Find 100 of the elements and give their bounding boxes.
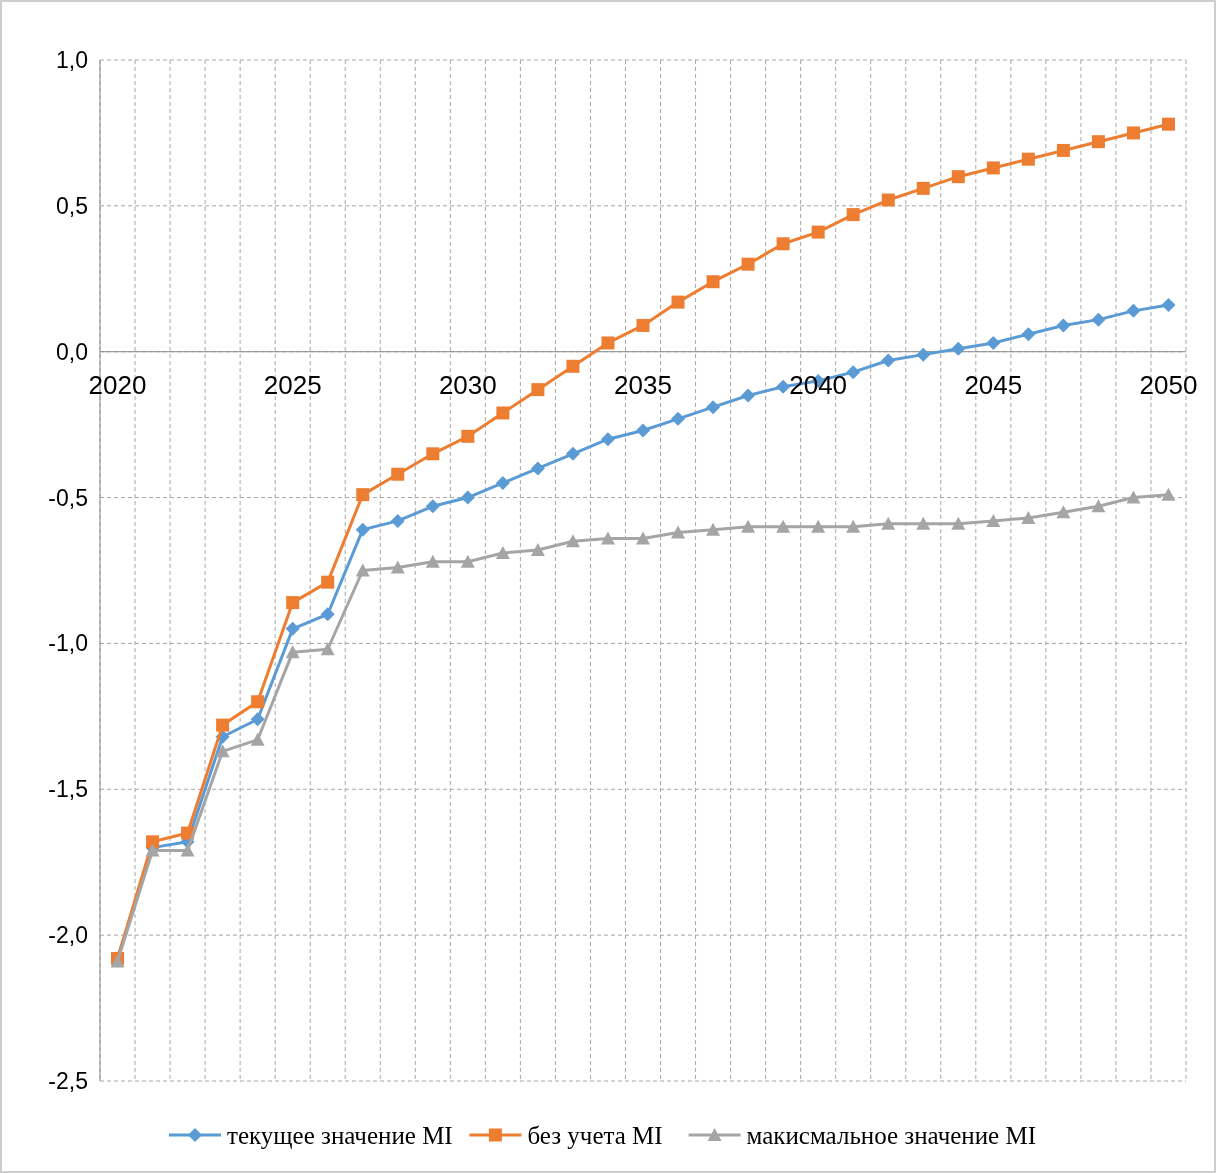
point xyxy=(496,406,510,420)
point xyxy=(216,718,230,732)
point xyxy=(916,347,931,362)
point xyxy=(180,843,195,857)
point xyxy=(1056,143,1070,157)
point xyxy=(530,543,545,557)
point xyxy=(320,642,335,656)
x-tick-label: 2025 xyxy=(263,369,322,400)
y-tick-label: 1,0 xyxy=(56,47,88,73)
y-tick-label: -0,5 xyxy=(48,484,88,511)
point xyxy=(531,383,545,397)
point xyxy=(776,379,791,394)
point xyxy=(776,519,791,533)
point xyxy=(741,519,756,533)
point xyxy=(1091,312,1106,327)
point xyxy=(1126,303,1141,318)
point xyxy=(881,353,896,368)
point xyxy=(986,513,1001,527)
x-tick-label: 2020 xyxy=(88,369,147,400)
point xyxy=(601,336,615,350)
point xyxy=(636,318,650,332)
point xyxy=(426,447,440,461)
point xyxy=(321,575,335,589)
point xyxy=(741,257,755,271)
point xyxy=(461,429,475,443)
point xyxy=(600,531,615,545)
y-tick-label: -1,0 xyxy=(48,630,88,657)
point xyxy=(390,560,405,574)
point xyxy=(250,712,265,727)
point xyxy=(1021,327,1036,342)
point xyxy=(565,534,580,548)
point xyxy=(286,596,300,610)
point xyxy=(846,365,861,380)
point xyxy=(951,170,965,184)
point xyxy=(355,522,370,537)
point xyxy=(1091,499,1106,513)
point xyxy=(425,499,440,514)
point xyxy=(811,225,825,239)
point xyxy=(600,432,615,447)
point xyxy=(215,744,230,758)
point xyxy=(636,531,650,545)
point xyxy=(1161,298,1176,313)
point xyxy=(671,525,686,539)
point xyxy=(355,563,370,577)
point xyxy=(636,423,650,438)
x-tick-label: 2035 xyxy=(614,369,672,400)
point xyxy=(881,193,895,207)
point xyxy=(951,341,966,356)
point xyxy=(530,461,545,476)
point xyxy=(390,513,405,528)
point xyxy=(285,645,300,659)
y-tick-label: -2,0 xyxy=(48,922,88,949)
point xyxy=(741,388,756,403)
point xyxy=(916,181,930,195)
point xyxy=(1161,117,1175,131)
point xyxy=(706,275,720,289)
point xyxy=(1021,510,1036,524)
point xyxy=(986,335,1001,350)
point xyxy=(1056,505,1071,519)
point xyxy=(320,607,335,622)
legend-label: макисмальное значение MI xyxy=(746,1121,1037,1149)
point xyxy=(285,621,300,636)
point xyxy=(495,546,510,559)
point xyxy=(1161,487,1176,501)
point xyxy=(846,519,861,533)
point xyxy=(811,519,826,533)
point xyxy=(776,237,790,251)
point xyxy=(460,490,475,505)
y-tick-label: 0,5 xyxy=(56,192,88,219)
point xyxy=(460,554,475,568)
point xyxy=(495,475,510,490)
point xyxy=(251,695,265,709)
point xyxy=(1021,152,1035,166)
x-tick-label: 2045 xyxy=(964,369,1023,400)
point xyxy=(951,516,966,530)
point xyxy=(986,161,1000,175)
point xyxy=(391,467,405,481)
legend-label: текущее значение MI xyxy=(227,1121,453,1149)
y-tick-label: 0,0 xyxy=(56,338,88,365)
legend-label: без учета MI xyxy=(527,1121,663,1149)
y-tick-label: -1,5 xyxy=(48,776,88,803)
y-tick-label: -2,5 xyxy=(48,1068,88,1094)
point xyxy=(671,411,686,426)
point xyxy=(1126,490,1141,504)
point xyxy=(881,516,896,530)
point xyxy=(1091,135,1105,149)
point xyxy=(1126,126,1140,140)
point xyxy=(250,732,265,746)
point xyxy=(356,488,370,502)
point xyxy=(706,400,721,415)
point xyxy=(1056,318,1071,333)
point xyxy=(846,208,860,222)
point xyxy=(916,516,931,530)
point xyxy=(565,446,580,461)
point xyxy=(566,359,580,373)
point xyxy=(146,835,160,849)
x-tick-label: 2050 xyxy=(1139,369,1198,400)
x-tick-label: 2030 xyxy=(438,369,497,400)
point xyxy=(671,295,685,309)
point xyxy=(425,554,440,568)
